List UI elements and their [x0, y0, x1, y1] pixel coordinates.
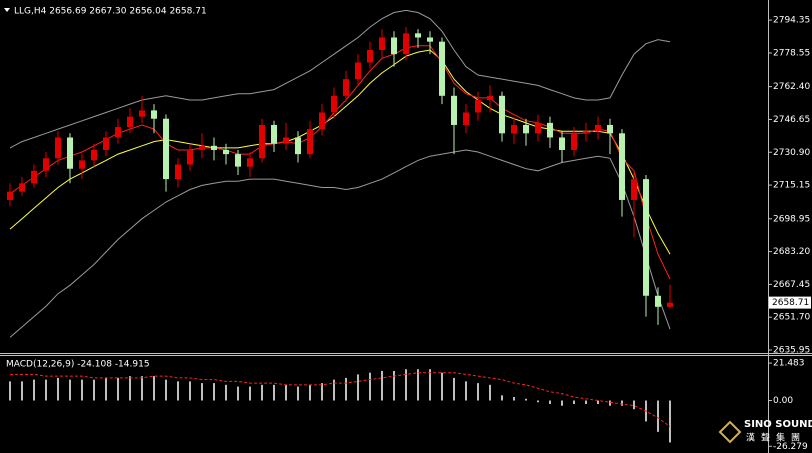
candle-body: [667, 302, 673, 307]
candle-body: [343, 79, 349, 96]
candle-body: [523, 124, 529, 134]
candle-body: [211, 145, 217, 150]
candle-body: [499, 95, 505, 134]
candle-body: [223, 149, 229, 155]
logo: [718, 420, 742, 444]
candle-body: [247, 158, 253, 167]
candle-body: [547, 122, 553, 138]
candle-body: [559, 137, 565, 150]
candle-body: [463, 112, 469, 125]
y-tick-label: 21.483: [773, 359, 805, 369]
y-tick-label: 2778.55: [773, 49, 810, 59]
candle-body: [7, 191, 13, 200]
candle-body: [439, 41, 445, 96]
candle-body: [319, 112, 325, 130]
macd-title: MACD(12,26,9) -24.108 -14.915: [6, 360, 150, 370]
candle-body: [355, 62, 361, 80]
y-tick-label: 2762.40: [773, 82, 810, 92]
menu-arrow: [4, 8, 10, 12]
indicator-line: [9, 9, 671, 149]
candle-body: [19, 183, 25, 192]
candle-body: [331, 95, 337, 113]
candle-body: [91, 149, 97, 161]
candle-body: [151, 110, 157, 119]
candle-body: [103, 137, 109, 150]
y-tick-label: 2667.45: [773, 280, 810, 290]
candle-body: [583, 131, 589, 134]
y-tick-label: 2730.90: [773, 148, 810, 158]
candle-body: [163, 118, 169, 180]
candle-body: [295, 137, 301, 155]
y-tick-label: 2635.95: [773, 346, 810, 356]
y-tick-label: 2651.70: [773, 313, 810, 323]
candle-body: [619, 133, 625, 200]
candle-body: [655, 295, 661, 307]
candle-body: [271, 124, 277, 144]
y-tick-label: 2683.20: [773, 247, 810, 257]
candle-body: [607, 124, 613, 134]
candle-body: [379, 37, 385, 50]
candle-body: [475, 99, 481, 113]
candle-body: [31, 170, 37, 184]
y-tick-label: 2794.35: [773, 16, 810, 26]
candle-body: [307, 129, 313, 155]
candle-body: [139, 110, 145, 117]
candle-body: [259, 124, 265, 159]
candle-body: [487, 95, 493, 100]
y-tick-label: 2715.15: [773, 181, 810, 191]
candle-body: [199, 145, 205, 150]
candle-body: [391, 37, 397, 55]
candle-body: [175, 164, 181, 180]
candle-body: [115, 127, 121, 138]
y-tick-label: 2746.65: [773, 115, 810, 125]
candle-body: [571, 133, 577, 150]
candle-body: [367, 49, 373, 63]
price-tag-label: 2658.71: [772, 298, 809, 308]
candle-body: [79, 160, 85, 169]
y-tick-label: -26.279: [773, 442, 808, 452]
candle-body: [283, 137, 289, 144]
candle-body: [403, 33, 409, 55]
candle-body: [67, 137, 73, 169]
candle-body: [631, 179, 637, 200]
candle-body: [187, 149, 193, 165]
candle-body: [55, 137, 61, 159]
candle-body: [415, 33, 421, 38]
candle-body: [511, 124, 517, 134]
brand-name: 漢聲集團: [746, 432, 806, 444]
candle-body: [535, 122, 541, 134]
indicator-line: [9, 49, 671, 255]
candle-body: [427, 37, 433, 42]
candle-body: [127, 116, 133, 128]
signal-line: [10, 372, 671, 427]
candle-body: [235, 154, 241, 167]
candle-body: [595, 124, 601, 132]
candle-body: [43, 158, 49, 171]
watermark: SINO SOUND 漢聲集團: [718, 419, 812, 444]
brand: SINO SOUND: [744, 419, 812, 430]
indicator-line: [9, 149, 671, 338]
y-tick-label: 0.00: [773, 396, 793, 406]
price-tag: [769, 296, 811, 309]
candle-body: [643, 179, 649, 296]
chart-title: LLG,H4 2656.69 2667.30 2656.04 2658.71: [14, 7, 207, 17]
candle-body: [451, 95, 457, 125]
y-tick-label: 2698.95: [773, 214, 810, 224]
